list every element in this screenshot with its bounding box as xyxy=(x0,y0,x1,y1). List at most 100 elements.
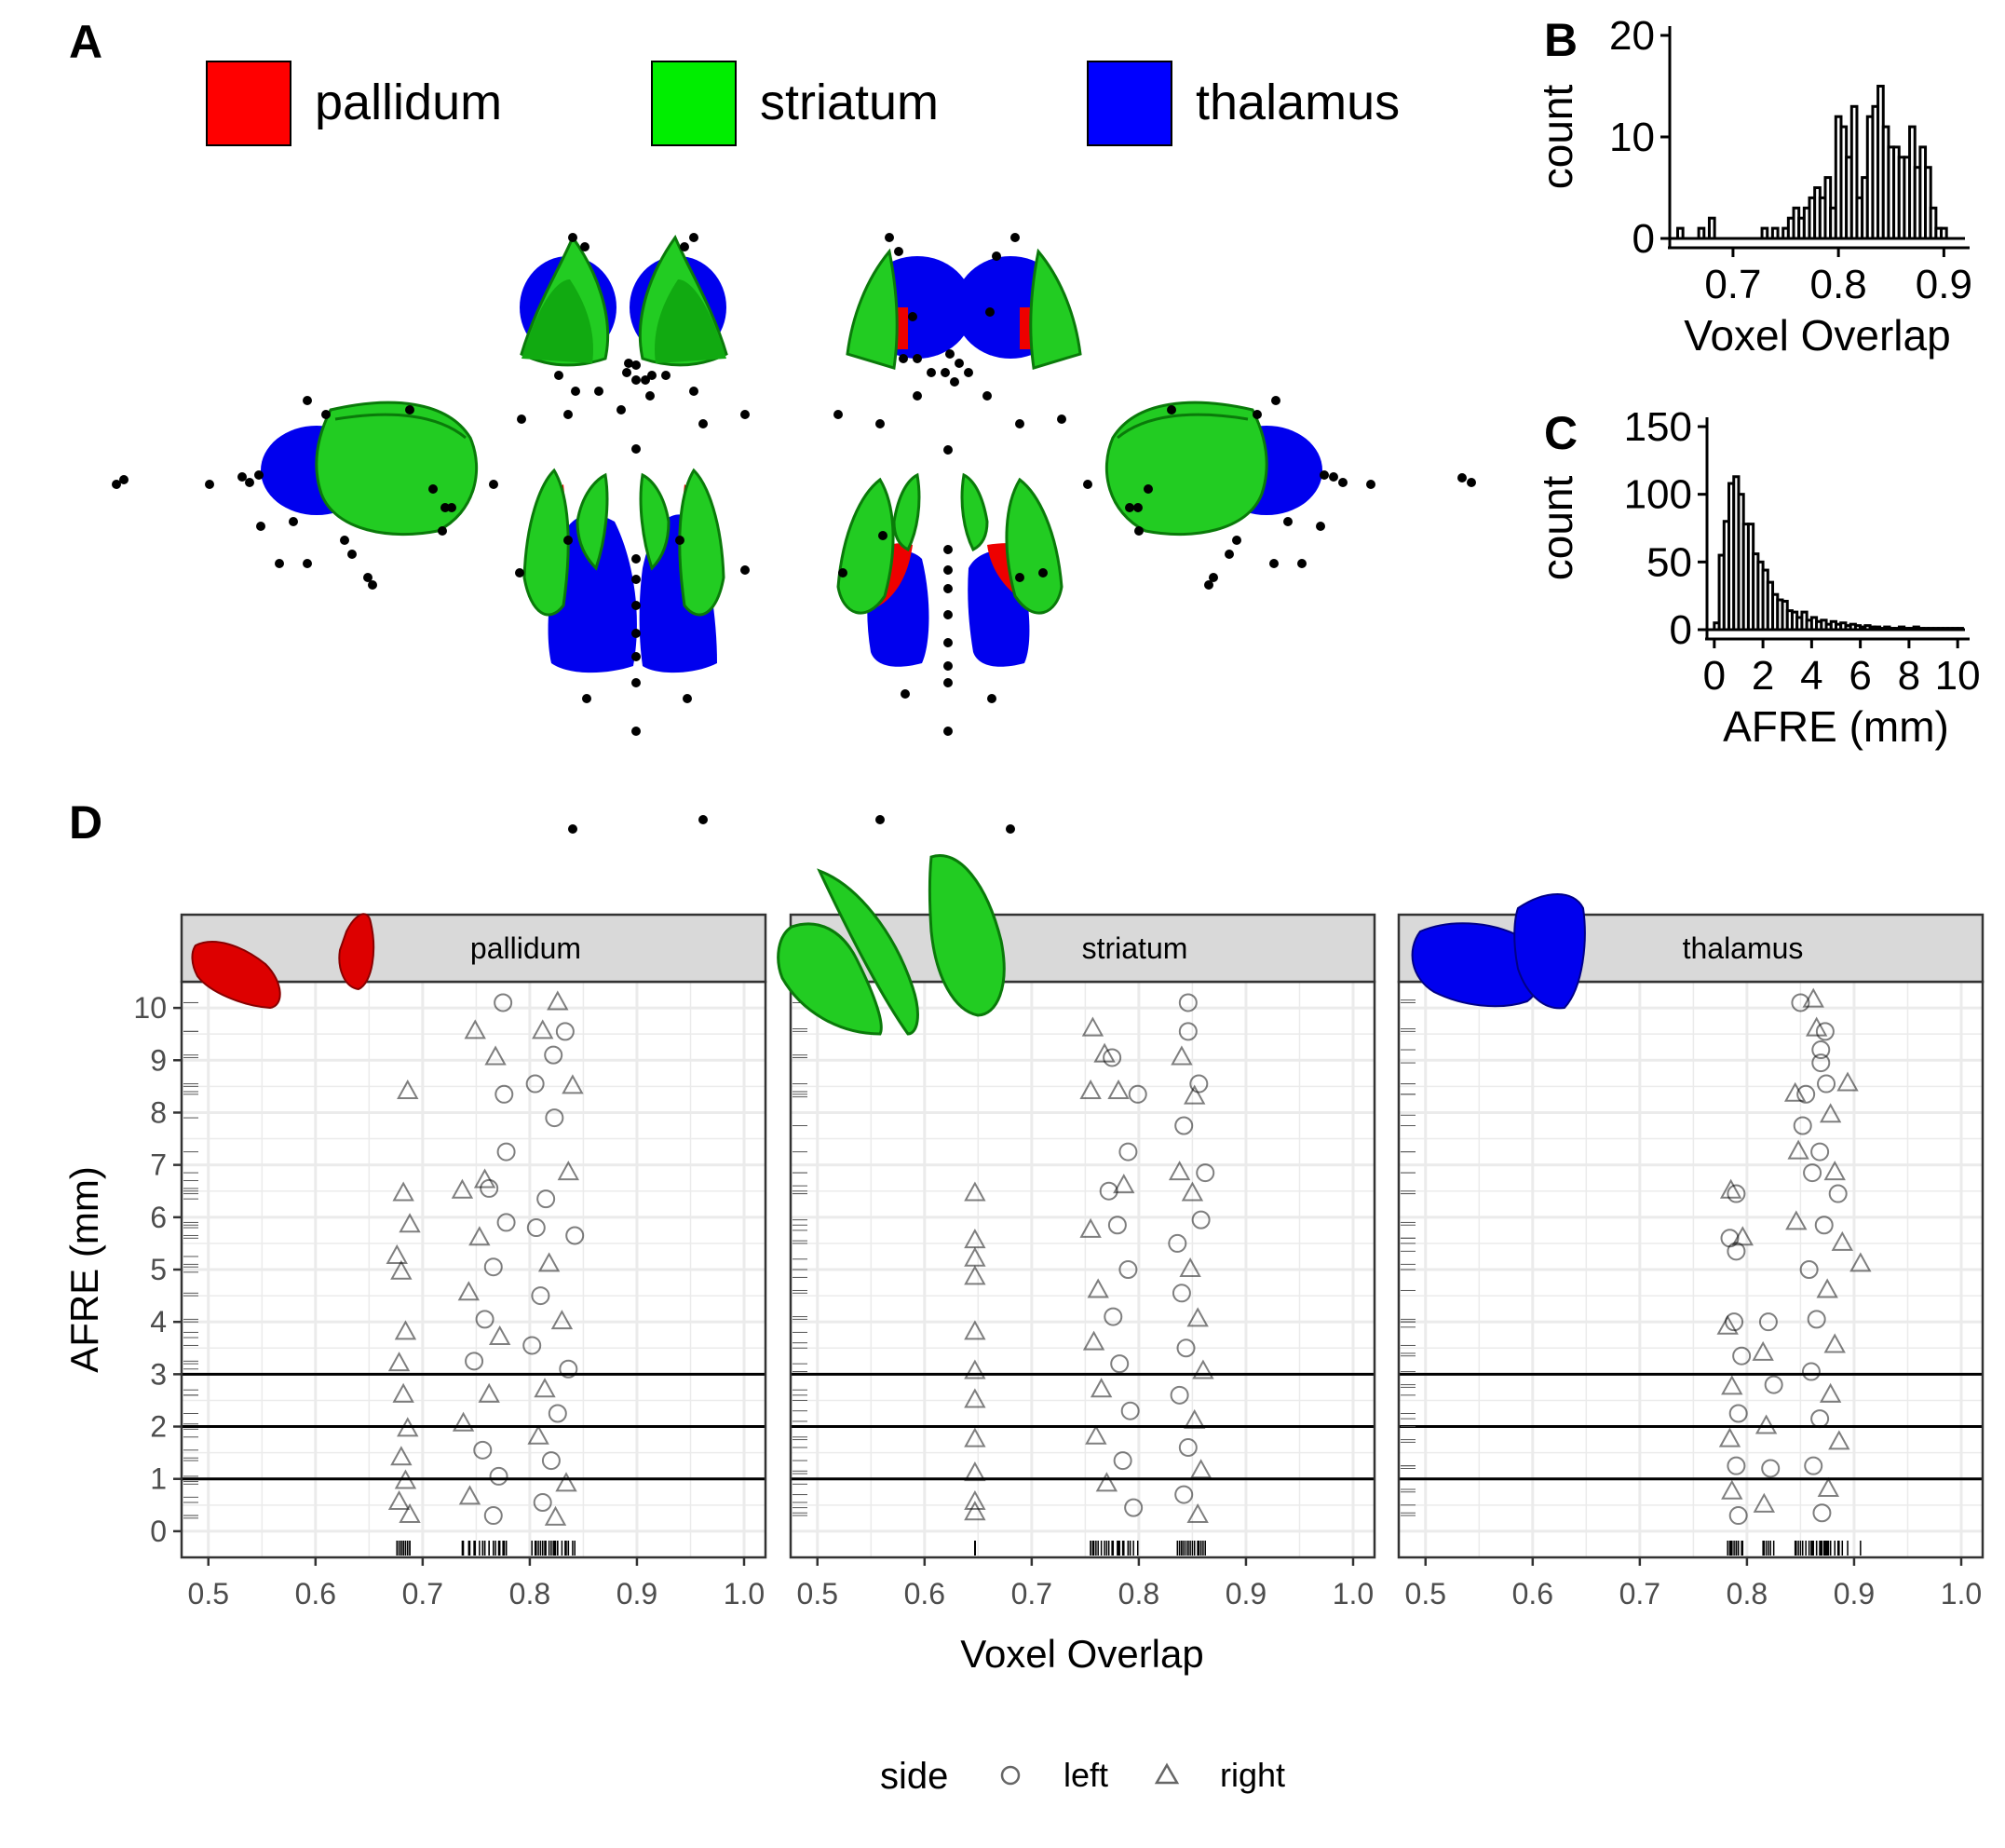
panel-b-histogram: 0.7 0.8 0.9 0 10 20 Voxel Overlap count xyxy=(1533,13,1972,360)
legend-swatch-thalamus xyxy=(1087,61,1172,146)
y-tick-label: 150 xyxy=(1624,404,1692,450)
data-point xyxy=(1758,1312,1778,1332)
data-point xyxy=(1172,1284,1191,1303)
data-point xyxy=(468,1226,491,1246)
data-point xyxy=(1178,1022,1198,1041)
facet-striatum: striatum 0.5 0.6 0.7 0.8 0.9 1.0 xyxy=(789,913,1376,1610)
data-point xyxy=(484,1045,507,1066)
data-point xyxy=(399,1213,421,1233)
panel-b-letter: B xyxy=(1544,14,1578,66)
data-point xyxy=(525,1074,545,1094)
data-point xyxy=(1810,1142,1830,1162)
data-point xyxy=(1107,1216,1127,1235)
pallidum-rendering-1 xyxy=(191,941,281,1010)
data-point xyxy=(555,1022,575,1041)
data-point xyxy=(387,1352,411,1372)
x-tick-label: 0.8 xyxy=(509,1577,550,1610)
y-tick-label: 2 xyxy=(150,1410,167,1444)
rendering-dots xyxy=(112,233,1476,834)
data-point xyxy=(964,1359,986,1379)
data-point xyxy=(386,1243,408,1264)
data-point xyxy=(1174,1116,1194,1135)
y-tick-label: 5 xyxy=(150,1253,167,1286)
data-point xyxy=(1192,1359,1214,1379)
x-tick-label: 0.7 xyxy=(1704,262,1761,307)
data-point xyxy=(537,1252,561,1272)
data-point xyxy=(964,1427,986,1447)
data-point xyxy=(489,1466,508,1486)
data-point xyxy=(536,1189,556,1209)
rendering-bottom-left xyxy=(522,468,725,673)
x-tick-label: 1.0 xyxy=(724,1577,765,1610)
x-axis-title: Voxel Overlap xyxy=(960,1632,1203,1676)
striatum-rendering-2 xyxy=(817,868,919,1036)
facet-strip-label: striatum xyxy=(1082,931,1188,965)
data-point xyxy=(964,1501,986,1521)
rendering-right-lateral xyxy=(1105,401,1322,537)
legend-key-right-triangle xyxy=(1154,1762,1180,1785)
data-point xyxy=(1828,1430,1850,1450)
data-point xyxy=(1099,1181,1118,1201)
data-point xyxy=(1816,1278,1838,1298)
data-point xyxy=(1085,1424,1107,1445)
y-tick-label: 10 xyxy=(1609,115,1655,160)
y-tick-label: 3 xyxy=(150,1357,167,1391)
y-tick-label: 0 xyxy=(1632,216,1655,262)
histogram-bar xyxy=(1707,216,1716,240)
data-point xyxy=(399,1502,421,1524)
data-point xyxy=(1079,1217,1102,1238)
x-tick-label: 8 xyxy=(1898,653,1920,699)
data-point xyxy=(1128,1084,1147,1104)
data-point xyxy=(1753,1492,1776,1513)
data-point xyxy=(1721,1375,1743,1395)
x-tick-label: 1.0 xyxy=(1333,1577,1374,1610)
data-point xyxy=(1793,1116,1812,1135)
data-point xyxy=(1118,1260,1138,1279)
data-point xyxy=(392,1382,414,1403)
data-point xyxy=(1787,1139,1809,1160)
y-tick-label: 1 xyxy=(150,1462,167,1496)
data-point xyxy=(1801,1362,1821,1381)
data-point xyxy=(473,1440,493,1460)
legend-label-pallidum: pallidum xyxy=(315,75,502,130)
data-point xyxy=(522,1336,542,1355)
y-tick-label: 4 xyxy=(150,1305,167,1338)
data-point xyxy=(557,1161,580,1181)
data-point xyxy=(1727,1184,1746,1203)
pallidum-rendering-2 xyxy=(338,913,375,991)
data-point xyxy=(1189,1074,1209,1094)
data-point xyxy=(452,1411,475,1432)
y-tick-label: 50 xyxy=(1646,539,1692,585)
data-point xyxy=(544,1045,563,1065)
data-point xyxy=(1785,1210,1808,1230)
x-tick-label: 0.6 xyxy=(904,1577,945,1610)
data-point xyxy=(464,1019,486,1040)
data-point xyxy=(1719,1178,1742,1199)
data-point xyxy=(1803,1163,1822,1183)
data-point xyxy=(1189,1459,1212,1479)
rendering-top-left xyxy=(520,234,728,367)
data-point xyxy=(1815,1022,1835,1041)
facet-strip xyxy=(180,913,767,984)
legend-label-right: right xyxy=(1220,1756,1285,1794)
data-point xyxy=(1113,1451,1132,1471)
data-point xyxy=(1728,1506,1748,1526)
x-axis-title: AFRE (mm) xyxy=(1723,702,1949,751)
x-tick-label: 2 xyxy=(1752,653,1774,699)
data-point xyxy=(457,1281,481,1301)
data-point xyxy=(1184,1408,1206,1429)
data-point xyxy=(1805,1016,1828,1037)
data-point xyxy=(1727,1242,1746,1261)
data-point xyxy=(1823,1333,1846,1353)
x-tick-label: 0.9 xyxy=(616,1577,657,1610)
side-legend: side left right xyxy=(880,1756,1285,1797)
brain-renderings xyxy=(112,233,1476,834)
data-point xyxy=(1178,1438,1198,1458)
data-point xyxy=(1168,1233,1187,1253)
legend-swatch-pallidum xyxy=(206,61,291,146)
histogram-bar xyxy=(1760,226,1769,240)
data-point xyxy=(390,1446,413,1466)
x-tick-label: 1.0 xyxy=(1941,1577,1982,1610)
